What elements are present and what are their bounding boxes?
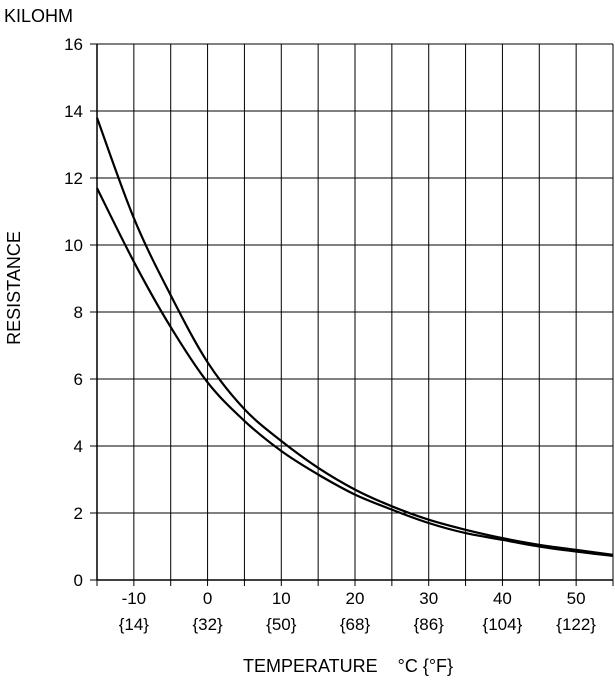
y-tick-label: 8 [74, 303, 83, 322]
y-tick-label: 0 [74, 571, 83, 590]
x-tick-label: -10 [122, 589, 147, 608]
series-line-2 [96, 187, 614, 557]
x-tick-label-f: {50} [266, 615, 297, 634]
y-tick-label: 6 [74, 370, 83, 389]
y-tick-label: 2 [74, 504, 83, 523]
series-line-1 [95, 117, 614, 556]
y-axis-title: RESISTANCE [4, 231, 24, 345]
y-unit-label: KILOHM [4, 6, 73, 26]
x-tick-label: 0 [203, 589, 212, 608]
x-tick-label: 50 [567, 589, 586, 608]
x-axis-title: TEMPERATURE °C {°F} [243, 656, 453, 676]
x-tick-label-f: {104} [483, 615, 523, 634]
tick-marks [90, 43, 614, 586]
x-tick-label: 20 [346, 589, 365, 608]
x-tick-label-f: {122} [556, 615, 596, 634]
grid [96, 43, 614, 581]
y-tick-label: 12 [64, 169, 83, 188]
x-tick-label-f: {32} [192, 615, 223, 634]
tick-labels: 0 2 4 6 8 10 12 14 16 -10 {14} 0 {32} 10 {50} 20 {68} 30 {… [64, 35, 596, 634]
x-tick-label-f: {68} [340, 615, 371, 634]
x-tick-label-f: {86} [414, 615, 445, 634]
x-tick-label-f: {14} [119, 615, 150, 634]
y-tick-label: 14 [64, 102, 83, 121]
y-tick-label: 4 [74, 437, 83, 456]
y-tick-label: 10 [64, 236, 83, 255]
series-group [95, 117, 614, 557]
x-tick-label: 40 [493, 589, 512, 608]
y-tick-label: 16 [64, 35, 83, 54]
x-tick-label: 30 [419, 589, 438, 608]
x-tick-label: 10 [272, 589, 291, 608]
